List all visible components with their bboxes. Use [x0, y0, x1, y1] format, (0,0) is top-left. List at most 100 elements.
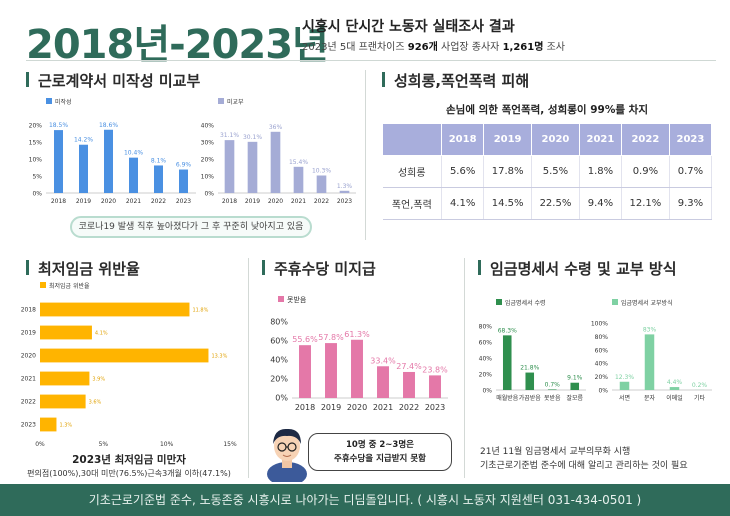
x-tick-label: 2022 — [399, 403, 419, 412]
legend-swatch — [46, 98, 52, 104]
y-tick-label: 40% — [201, 123, 215, 130]
data-label: 15.4% — [289, 159, 308, 166]
bar — [154, 165, 163, 193]
x-tick-label: 2018 — [222, 198, 237, 205]
y-tick-label: 15% — [29, 140, 43, 147]
y-tick-label: 60% — [595, 347, 609, 354]
data-label: 4.4% — [667, 379, 683, 386]
bar — [547, 389, 557, 390]
data-label: 1.3% — [337, 183, 353, 190]
subtitle-count: 1,261명 — [502, 42, 544, 53]
table-row-label: 폭언,폭력 — [382, 187, 443, 220]
x-tick-label: 15% — [223, 441, 237, 446]
data-label: 3.6% — [89, 400, 102, 406]
table-header-cell — [381, 123, 443, 156]
year-range-title: 2018년-2023년 — [26, 22, 329, 68]
data-label: 14.2% — [74, 137, 93, 144]
bar — [40, 417, 57, 432]
x-tick-label: 잘모름 — [566, 394, 583, 402]
y-tick-label: 2021 — [21, 376, 36, 383]
bar — [224, 140, 235, 193]
data-label: 6.9% — [176, 162, 192, 169]
data-label: 0.7% — [545, 381, 561, 388]
speech-bubble: 10명 중 2~3명은 주휴수당을 지급받지 못함 — [308, 433, 452, 471]
bar — [293, 166, 304, 193]
bar — [40, 325, 92, 340]
y-tick-label: 2023 — [21, 422, 36, 429]
x-tick-label: 2019 — [245, 198, 260, 205]
bar — [644, 334, 655, 390]
y-tick-label: 60% — [479, 340, 493, 347]
data-label: 18.6% — [99, 122, 118, 129]
x-tick-label: 2018 — [51, 198, 66, 205]
bar — [316, 175, 327, 193]
y-tick-label: 20% — [29, 123, 43, 130]
table-cell: 0.9% — [621, 155, 670, 188]
legend-swatch — [612, 299, 618, 305]
y-tick-label: 80% — [479, 324, 493, 331]
bar — [54, 130, 63, 193]
data-label: 4.1% — [95, 331, 108, 337]
legend-label: 임금명세서 수령 — [505, 299, 546, 307]
bar — [429, 375, 441, 398]
y-tick-label: 40% — [270, 356, 288, 365]
y-tick-label: 20% — [201, 157, 215, 164]
minwage-note-detail: 편의점(100%),30대 미만(76.5%)근속3개월 이하(47.1%) — [27, 469, 231, 478]
x-tick-label: 2020 — [268, 198, 283, 205]
table-row-label: 성희롱 — [382, 155, 443, 188]
data-label: 61.3% — [344, 330, 370, 339]
y-tick-label: 20% — [270, 375, 288, 384]
y-tick-label: 0% — [275, 394, 288, 403]
bar — [669, 387, 680, 390]
y-tick-label: 60% — [270, 337, 288, 346]
harassment-caption: 손님에 의한 폭언폭력, 성희롱이 99%를 차지 — [446, 104, 648, 116]
minwage-note-title: 2023년 최저임금 미만자 — [72, 454, 186, 466]
y-tick-label: 0% — [204, 191, 214, 198]
data-label: 3.9% — [92, 377, 105, 383]
y-tick-label: 0% — [598, 388, 608, 395]
payslip-note-line: 21년 11월 임금명세서 교부의무화 시행 — [480, 447, 631, 457]
bar — [79, 144, 88, 193]
data-label: 11.8% — [192, 308, 208, 314]
bar — [40, 371, 90, 386]
report-subtitle: 2023년 5대 프랜차이즈 926개 사업장 종사자 1,261명 조사 — [302, 38, 565, 53]
y-tick-label: 10% — [201, 174, 215, 181]
y-tick-label: 80% — [595, 334, 609, 341]
table-cell: 17.8% — [483, 155, 533, 188]
y-tick-label: 10% — [29, 157, 43, 164]
data-label: 68.3% — [498, 327, 517, 334]
legend-label: 최저임금 위반율 — [49, 282, 90, 290]
section-title-contract: 근로계약서 미작성 미교부 — [26, 70, 200, 91]
x-tick-label: 10% — [160, 441, 174, 446]
data-label: 12.3% — [615, 374, 634, 381]
section-title-holiday: 주휴수당 미지급 — [262, 258, 376, 279]
table-header-cell: 2023 — [668, 123, 713, 156]
bubble-line: 10명 중 2~3명은 — [346, 440, 414, 450]
footer-banner: 기초근로기준법 준수, 노동존중 시흥시로 나아가는 디딤돌입니다. ( 시흥시… — [0, 484, 730, 516]
data-label: 83% — [643, 326, 657, 333]
y-tick-label: 0% — [482, 388, 492, 395]
section-title-harassment: 성희롱,폭언폭력 피해 — [382, 70, 529, 91]
y-tick-label: 2019 — [21, 330, 36, 337]
table-cell: 14.5% — [483, 187, 533, 220]
bar — [270, 131, 281, 193]
bar — [502, 335, 512, 390]
x-tick-label: 2019 — [76, 198, 91, 205]
bar — [129, 157, 138, 193]
bar — [570, 382, 580, 390]
data-label: 57.8% — [318, 333, 344, 342]
x-tick-label: 가끔받음 — [519, 394, 542, 402]
x-tick-label: 2023 — [176, 198, 191, 205]
chart-holiday-unpaid: 못받음 0% 20% 40% 60% 80% 55.6% 2018 57.8% 2019 61.3%… — [270, 295, 448, 412]
y-tick-label: 5% — [32, 174, 42, 181]
table-header-cell: 2022 — [620, 123, 670, 156]
bar — [40, 302, 190, 317]
chart-contract-unissued: 미교부 0% 10% 20% 30% 40% 31.1% 2018 30.1% 2019 36% 20… — [201, 98, 356, 205]
header-divider — [26, 60, 716, 61]
legend-label: 임금명세서 교부방식 — [621, 299, 673, 307]
section-title-minwage: 최저임금 위반율 — [26, 258, 140, 279]
table-row: 성희롱 5.6% 17.8% 5.5% 1.8% 0.9% 0.7% — [382, 155, 713, 188]
data-label: 33.4% — [370, 356, 396, 365]
legend-swatch — [278, 296, 284, 302]
data-label: 10.3% — [312, 167, 331, 174]
